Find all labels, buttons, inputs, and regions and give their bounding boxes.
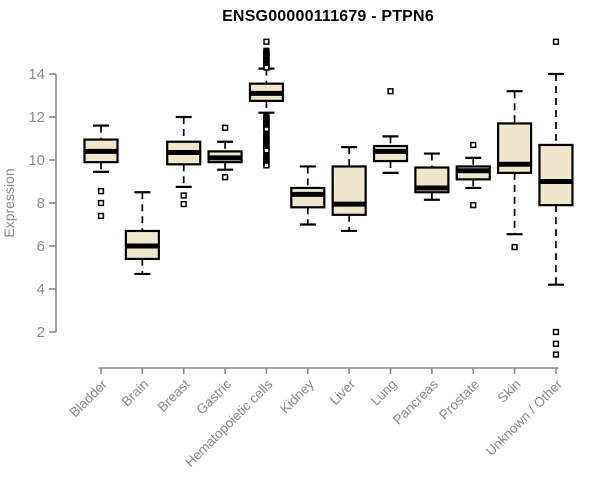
y-tick-label: 14 [28, 66, 45, 83]
boxplot-liver [331, 146, 367, 233]
outlier-point [221, 174, 229, 181]
boxplot-lung [372, 88, 409, 174]
x-tick-label-bladder: Bladder [67, 376, 111, 420]
outlier-point [180, 192, 187, 199]
outlier-point [97, 188, 105, 195]
x-tick-label-brain: Brain [119, 377, 152, 410]
outlier-point [221, 124, 229, 131]
outlier-point [263, 162, 270, 169]
boxplot-kidney [290, 165, 326, 226]
boxplot-gastric [207, 124, 243, 181]
x-tick-label-liver: Liver [327, 376, 359, 408]
outlier-point [97, 212, 105, 220]
x-tick-label-lung: Lung [368, 377, 400, 409]
outlier-point [263, 64, 270, 71]
boxplot-pancreas [414, 152, 450, 201]
iqr-box [290, 186, 326, 209]
outlier-point [511, 243, 518, 251]
iqr-box [331, 165, 367, 216]
boxplot-bladder [83, 124, 119, 220]
y-tick-label: 8 [37, 195, 45, 212]
y-tick-label: 2 [37, 324, 45, 341]
boxplot-hematopoietic-cells [248, 38, 285, 169]
x-tick-label-kidney: Kidney [277, 376, 317, 416]
y-tick-label: 6 [37, 238, 45, 255]
boxplot-skin [497, 90, 533, 251]
outlier-point [552, 351, 560, 358]
x-tick-label-breast: Breast [155, 376, 193, 414]
outlier-point [97, 199, 105, 207]
boxplot-breast [166, 115, 202, 208]
outlier-point [387, 88, 394, 95]
y-tick-label: 12 [28, 109, 45, 126]
y-axis-title: Expression [1, 168, 17, 237]
outlier-point [180, 200, 187, 208]
boxplot-prostate [455, 141, 491, 209]
x-tick-label-gastric: Gastric [193, 376, 234, 417]
outlier-point [552, 328, 560, 336]
y-tick-label: 4 [37, 281, 45, 298]
y-tick-label: 10 [28, 152, 45, 169]
x-tick-label-skin: Skin [495, 377, 524, 406]
iqr-box [538, 143, 574, 207]
x-tick-label-unknown-other: Unknown / Other [483, 376, 566, 459]
outlier-point [552, 340, 560, 347]
outlier-point [470, 141, 477, 149]
outlier-point [552, 38, 560, 45]
boxplot-unknown-other [538, 38, 574, 358]
x-tick-label-pancreas: Pancreas [390, 376, 441, 427]
x-tick-label-prostate: Prostate [436, 377, 482, 423]
y-axis: 2 4 6 8 10 12 14 Expression [1, 66, 57, 341]
boxplot-brain [124, 191, 160, 276]
outlier-point [470, 202, 477, 209]
outlier-point [263, 38, 270, 45]
chart-title: ENSG00000111679 - PTPN6 [222, 8, 434, 25]
